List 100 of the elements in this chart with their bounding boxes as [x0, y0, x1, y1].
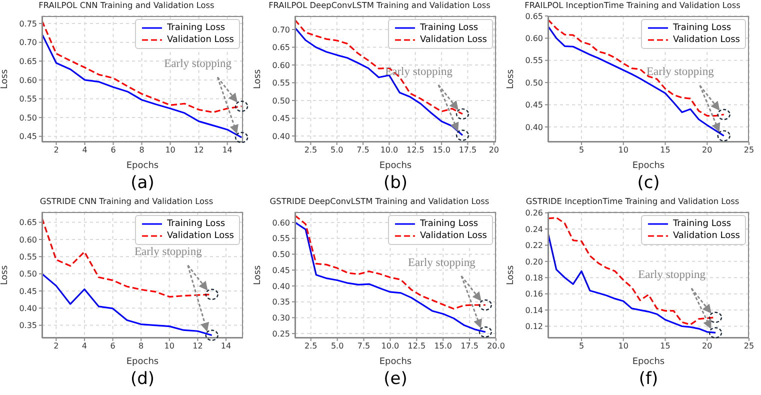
legend-label: Training Loss: [420, 218, 478, 230]
x-tick-label: 25: [744, 342, 754, 351]
x-tick-label: 15.0: [432, 146, 450, 155]
x-tick-label: 10: [164, 342, 174, 351]
legend-label: Validation Loss: [420, 34, 487, 46]
y-tick-label: 0.25: [272, 329, 290, 338]
y-tick-label: 0.40: [272, 132, 290, 141]
x-tick-label: 20: [702, 146, 712, 155]
x-tick-label: 20: [702, 342, 712, 351]
y-tick-label: 0.14: [525, 306, 543, 315]
legend-label: Validation Loss: [672, 34, 740, 46]
y-tick-label: 0.20: [525, 257, 543, 266]
y-tick-label: 0.24: [525, 224, 543, 234]
x-tick-label: 15: [660, 146, 670, 155]
x-tick-label: 14: [220, 342, 232, 351]
y-tick-label: 0.18: [525, 273, 543, 282]
x-tick-label: 2: [54, 342, 59, 351]
y-tick-label: 0.70: [272, 25, 290, 34]
text: (c): [636, 172, 661, 194]
legend-label: Validation Loss: [166, 230, 234, 242]
y-tick-label: 0.40: [525, 122, 543, 132]
annotation: Early stopping: [407, 256, 476, 269]
x-tick-label: 5.0: [330, 342, 344, 351]
x-tick-label: 8: [138, 342, 144, 351]
y-tick-label: 0.22: [525, 241, 543, 250]
x-tick-label: 17.5: [458, 146, 477, 155]
x-axis-title: Epochs: [379, 357, 412, 367]
chart-title: FRAILPOL CNN Training and Validation Loss: [38, 0, 216, 12]
y-tick-label: 0.50: [19, 270, 37, 279]
y-tick-label: 0.45: [272, 266, 290, 275]
x-axis-title: Epochs: [126, 161, 159, 171]
x-tick-label: 6: [110, 146, 116, 155]
x-tick-label: 12: [192, 342, 203, 351]
x-axis-title: Epochs: [379, 161, 412, 171]
chart-title: GSTRIDE DeepConvLSTM Training and Validation Loss: [268, 196, 490, 208]
y-tick-label: 0.55: [272, 78, 290, 88]
x-tick-label: 2: [54, 146, 59, 155]
x-tick-label: 15: [660, 342, 670, 351]
x-tick-label: 10.0: [381, 342, 400, 351]
text: (b): [382, 172, 409, 194]
y-tick-label: 0.45: [19, 286, 37, 296]
legend-label: Validation Loss: [420, 230, 487, 242]
annotation: Early stopping: [163, 58, 232, 70]
x-tick-label: 17.5: [460, 342, 478, 351]
y-tick-label: 0.60: [525, 34, 543, 44]
chart-title: FRAILPOL InceptionTime Training and Validation Loss: [524, 0, 742, 12]
y-tick-label: 0.35: [19, 321, 37, 330]
y-tick-label: 0.65: [272, 43, 290, 52]
x-tick-label: 10: [618, 342, 628, 351]
y-tick-label: 0.65: [19, 218, 37, 228]
legend-label: Validation Loss: [166, 34, 234, 46]
x-axis-title: Epochs: [126, 357, 159, 367]
y-tick-label: 0.50: [272, 250, 290, 260]
y-tick-label: 0.55: [525, 56, 543, 66]
legend-label: Training Loss: [420, 22, 478, 34]
y-tick-label: 0.65: [19, 56, 37, 66]
text: (a): [130, 172, 156, 194]
x-tick-label: 5.0: [330, 146, 344, 155]
annotation: Early stopping: [133, 246, 202, 258]
y-tick-label: 0.16: [525, 290, 543, 299]
x-tick-label: 4: [82, 342, 88, 351]
y-tick-label: 0.50: [525, 78, 543, 88]
y-tick-label: 0.60: [272, 218, 290, 228]
chart-title: GSTRIDE InceptionTime Training and Validation Loss: [524, 196, 740, 208]
x-axis-title: Epochs: [632, 161, 665, 171]
x-tick-label: 25: [744, 146, 754, 155]
y-tick-label: 0.60: [19, 76, 37, 85]
x-tick-label: 12: [194, 146, 204, 155]
legend-label: Training Loss: [672, 218, 732, 230]
y-tick-label: 0.45: [525, 100, 543, 110]
y-tick-label: 0.55: [19, 94, 37, 104]
text: (f): [638, 368, 660, 390]
legend-label: Training Loss: [166, 22, 226, 34]
annotation: Early stopping: [384, 66, 452, 78]
x-tick-label: 12.5: [406, 146, 424, 155]
y-tick-label: 0.70: [19, 38, 37, 48]
x-tick-label: 20: [488, 146, 499, 155]
y-tick-label: 0.35: [272, 298, 290, 307]
y-tick-label: 0.65: [525, 12, 543, 21]
y-tick-label: 0.55: [272, 234, 290, 244]
y-tick-label: 0.45: [19, 132, 37, 142]
y-tick-label: 0.55: [19, 252, 37, 262]
x-tick-label: 7.5: [356, 146, 370, 155]
y-axis-title: Loss: [0, 264, 10, 285]
y-axis-title: Loss: [0, 68, 10, 89]
x-tick-label: 5: [578, 342, 584, 351]
text: (e): [382, 368, 408, 390]
legend-label: Training Loss: [672, 22, 732, 34]
y-tick-label: 0.75: [19, 19, 37, 28]
y-axis-title: Loss: [506, 264, 516, 285]
x-tick-label: 6: [110, 342, 116, 351]
x-tick-label: 10: [165, 146, 176, 155]
legend-label: Training Loss: [166, 218, 226, 230]
text: (d): [129, 368, 156, 390]
x-tick-label: 2.5: [304, 342, 318, 351]
y-tick-label: 0.12: [525, 322, 543, 332]
x-tick-label: 12.5: [408, 342, 426, 351]
x-tick-label: 14: [222, 146, 232, 155]
chart-title: GSTRIDE CNN Training and Validation Loss: [38, 196, 214, 208]
chart-title: FRAILPOL DeepConvLSTM Training and Validation Loss: [268, 0, 492, 12]
